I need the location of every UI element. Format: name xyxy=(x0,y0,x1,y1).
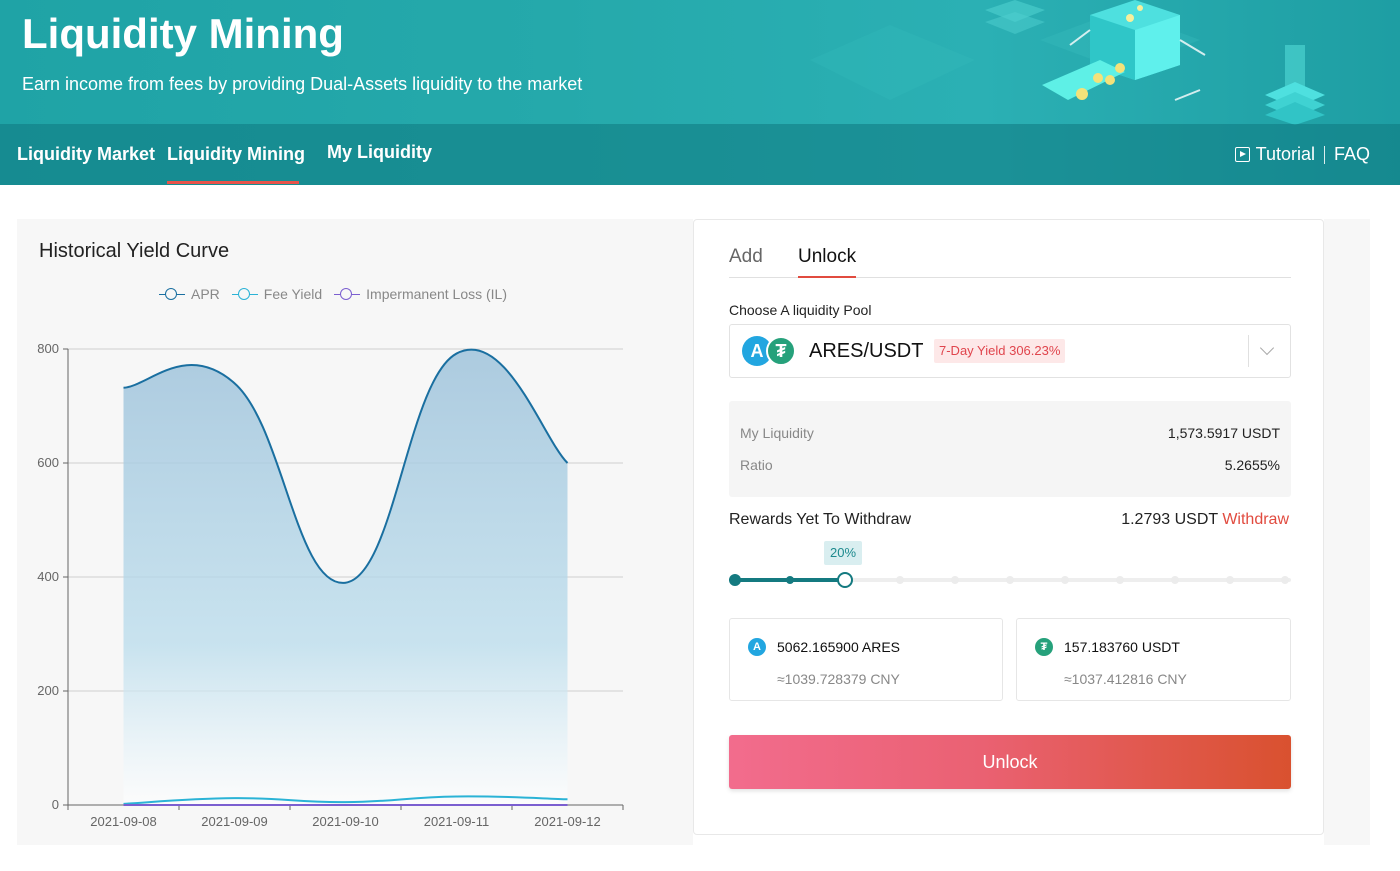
unlock-percentage-slider[interactable] xyxy=(729,572,1291,588)
ares-asset-card: A 5062.165900 ARES ≈1039.728379 CNY xyxy=(729,618,1003,701)
unlock-button[interactable]: Unlock xyxy=(729,735,1291,789)
y-tick-label: 200 xyxy=(37,683,59,698)
chart-title: Historical Yield Curve xyxy=(39,240,230,262)
page-subtitle: Earn income from fees by providing Dual-… xyxy=(22,74,583,94)
slider-tooltip: 20% xyxy=(824,541,862,565)
slider-step-dot[interactable] xyxy=(1226,576,1234,584)
withdraw-link[interactable]: Withdraw xyxy=(1222,511,1289,528)
x-tick-label: 2021-09-09 xyxy=(201,814,268,829)
y-tick-label: 800 xyxy=(37,341,59,356)
ares-amount: 5062.165900 ARES xyxy=(777,639,900,655)
pool-select[interactable]: A ₮ ARES/USDT 7-Day Yield 306.23% xyxy=(729,324,1291,378)
slider-step-dot[interactable] xyxy=(1281,576,1289,584)
tab-add[interactable]: Add xyxy=(729,246,763,267)
panel-backdrop xyxy=(1324,219,1370,845)
top-nav: Liquidity Market Liquidity Mining My Liq… xyxy=(0,124,1400,185)
x-tick-label: 2021-09-12 xyxy=(534,814,601,829)
tab-unlock[interactable]: Unlock xyxy=(798,246,857,267)
slider-handle[interactable] xyxy=(837,572,853,588)
x-tick-label: 2021-09-10 xyxy=(312,814,379,829)
help-links: Tutorial FAQ xyxy=(1234,144,1370,165)
slider-step-dot[interactable] xyxy=(1116,576,1124,584)
slider-step-dot[interactable] xyxy=(951,576,959,584)
series-line-apr xyxy=(123,348,569,584)
yield-curve-chart: 0 200 400 600 800 2021-09-08 2021-09-09 2021-09… xyxy=(37,341,624,829)
my-liquidity-label: My Liquidity xyxy=(740,425,814,441)
active-nav-indicator xyxy=(167,181,299,184)
unlock-panel: Add Unlock Choose A liquidity Pool A ₮ A… xyxy=(693,219,1324,835)
nav-liquidity-market[interactable]: Liquidity Market xyxy=(17,144,156,164)
x-tick-label: 2021-09-11 xyxy=(424,814,490,829)
ares-coin-icon: A xyxy=(748,638,766,656)
link-separator xyxy=(1323,145,1325,164)
y-tick-label: 400 xyxy=(37,569,59,584)
mining-illustration xyxy=(810,0,1325,125)
nav-liquidity-mining[interactable]: Liquidity Mining xyxy=(167,144,305,164)
usdt-amount: 157.183760 USDT xyxy=(1064,639,1180,655)
hero-banner: Liquidity Mining Earn income from fees b… xyxy=(0,0,1400,185)
legend-fee-yield[interactable]: Fee Yield xyxy=(231,286,323,302)
y-tick-label: 600 xyxy=(37,455,59,470)
slider-step-dot[interactable] xyxy=(729,574,741,586)
slider-step-dot[interactable] xyxy=(1061,576,1069,584)
rewards-label: Rewards Yet To Withdraw xyxy=(729,511,912,528)
pool-select-label: Choose A liquidity Pool xyxy=(729,302,872,318)
action-tabs: Add Unlock xyxy=(729,246,1291,278)
chevron-down-icon[interactable] xyxy=(1259,340,1275,356)
tutorial-link[interactable]: Tutorial xyxy=(1255,144,1315,164)
play-video-icon xyxy=(1234,147,1250,162)
active-tab-indicator xyxy=(798,276,856,278)
my-liquidity-row: My Liquidity 1,573.5917 USDT xyxy=(740,425,1280,441)
series-area-apr xyxy=(123,349,568,805)
legend-fee-yield-marker xyxy=(231,288,258,300)
slider-step-dot[interactable] xyxy=(1006,576,1014,584)
liquidity-info-box: My Liquidity 1,573.5917 USDT Ratio 5.265… xyxy=(729,401,1291,497)
legend-apr[interactable]: APR xyxy=(159,286,220,302)
y-tick-label: 0 xyxy=(52,797,59,812)
legend-il-marker xyxy=(334,288,361,300)
yield-chart-panel: Historical Yield Curve APR Fee Yield Imp… xyxy=(17,219,693,845)
legend-fee-yield-label: Fee Yield xyxy=(263,286,323,302)
slider-step-dot[interactable] xyxy=(1171,576,1179,584)
usdt-asset-card: ₮ 157.183760 USDT ≈1037.412816 CNY xyxy=(1016,618,1291,701)
slider-step-dot[interactable] xyxy=(896,576,904,584)
ratio-row: Ratio 5.2655% xyxy=(740,457,1280,473)
usdt-coin-icon: ₮ xyxy=(766,336,796,366)
yield-badge: 7-Day Yield 306.23% xyxy=(934,339,1066,363)
slider-step-dot[interactable] xyxy=(786,576,794,584)
usdt-coin-icon: ₮ xyxy=(1035,638,1053,656)
legend-apr-label: APR xyxy=(191,286,220,302)
x-tick-label: 2021-09-08 xyxy=(90,814,157,829)
pool-name: ARES/USDT xyxy=(809,340,924,362)
rewards-value: 1.2793 USDT xyxy=(1121,511,1218,528)
legend-apr-marker xyxy=(159,288,185,300)
chart-legend: APR Fee Yield Impermanent Loss (IL) xyxy=(159,286,519,302)
faq-link[interactable]: FAQ xyxy=(1333,144,1370,164)
nav-my-liquidity[interactable]: My Liquidity xyxy=(327,142,432,162)
series-line-fee-yield xyxy=(123,795,568,805)
ratio-value: 5.2655% xyxy=(1224,457,1280,473)
ares-cny-value: ≈1039.728379 CNY xyxy=(777,671,900,687)
page-title: Liquidity Mining xyxy=(22,10,344,57)
usdt-cny-value: ≈1037.412816 CNY xyxy=(1064,671,1187,687)
my-liquidity-value: 1,573.5917 USDT xyxy=(1167,425,1280,441)
ratio-label: Ratio xyxy=(740,457,773,473)
select-divider xyxy=(1248,335,1249,367)
legend-il[interactable]: Impermanent Loss (IL) xyxy=(334,286,507,302)
legend-il-label: Impermanent Loss (IL) xyxy=(366,286,508,302)
rewards-row-value: 1.2793 USDT Withdraw xyxy=(1121,511,1289,529)
